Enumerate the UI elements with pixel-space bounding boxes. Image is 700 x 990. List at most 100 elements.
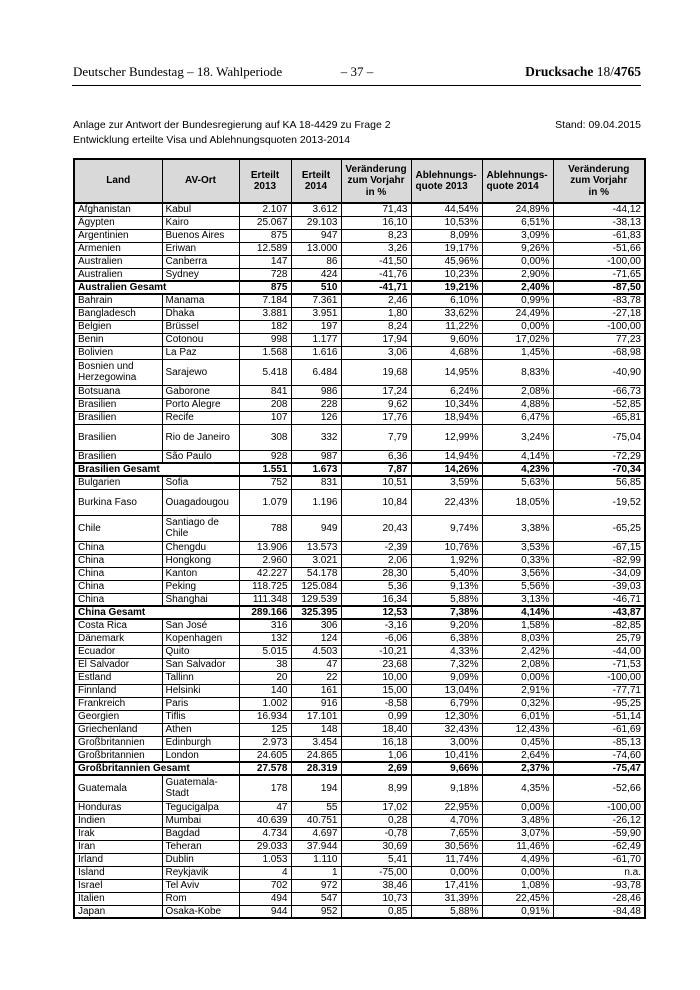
cell-quote-2013: 9,18% [410, 774, 483, 802]
cell-veraenderung-quote: -19,52 [552, 488, 646, 516]
cell-veraenderung-erteilt: 20,43 [340, 514, 412, 542]
cell-erteilt-2013: 1.551 [238, 462, 292, 477]
cell-land: Estland [73, 670, 163, 685]
cell-land: Benin [73, 332, 163, 347]
cell-erteilt-2013: 111.348 [238, 592, 292, 607]
cell-quote-2013: 17,41% [410, 878, 483, 893]
cell-land: China [73, 540, 163, 555]
table-row: Bolivien La Paz 1.568 1.616 3,06 4,68% 1,45% -6… [73, 345, 646, 360]
cell-quote-2014: 18,05% [481, 488, 554, 516]
cell-quote-2014: 24,89% [481, 202, 554, 217]
cell-land: Großbritannien [73, 735, 163, 750]
cell-av-ort: Brüssel [161, 319, 240, 334]
cell-veraenderung-erteilt: 10,00 [340, 670, 412, 685]
cell-quote-2014: 1,45% [481, 345, 554, 360]
table-row: Estland Tallinn 20 22 10,00 9,09% 0,00% -100,00 [73, 670, 646, 685]
cell-av-ort: Athen [161, 722, 240, 737]
table-row: Honduras Tegucigalpa 47 55 17,02 22,95% 0,00% -… [73, 800, 646, 815]
cell-veraenderung-erteilt: 5,36 [340, 579, 412, 594]
cell-quote-2013: 10,41% [410, 748, 483, 763]
cell-veraenderung-quote: -51,14 [552, 709, 646, 724]
table-row: Großbritannien Edinburgh 2.973 3.454 16,18 3,… [73, 735, 646, 750]
cell-av-ort: Mumbai [161, 813, 240, 828]
cell-veraenderung-quote: -71,53 [552, 657, 646, 672]
cell-veraenderung-quote: -71,65 [552, 267, 646, 282]
cell-veraenderung-erteilt: 12,53 [340, 605, 412, 620]
table-row: Island Reykjavik 4 1 -75,00 0,00% 0,00% n.a. [73, 865, 646, 880]
cell-erteilt-2013: 132 [238, 631, 292, 646]
cell-quote-2014: 5,56% [481, 579, 554, 594]
cell-veraenderung-quote: -95,25 [552, 696, 646, 711]
cell-av-ort: Dublin [161, 852, 240, 867]
cell-land: Costa Rica [73, 618, 163, 633]
table-row: Brasilien Porto Alegre 208 228 9,62 10,34% 4,8… [73, 397, 646, 412]
cell-erteilt-2014: 3.951 [290, 306, 342, 321]
table-row: Belgien Brüssel 182 197 8,24 11,22% 0,00% -100,… [73, 319, 646, 334]
cell-veraenderung-quote: -40,90 [552, 358, 646, 386]
cell-quote-2014: 0,00% [481, 800, 554, 815]
table-row: Ecuador Quito 5.015 4.503 -10,21 4,33% 2,42% -4… [73, 644, 646, 659]
cell-quote-2014: 8,83% [481, 358, 554, 386]
cell-quote-2013: 6,38% [410, 631, 483, 646]
cell-quote-2013: 7,38% [410, 605, 483, 620]
cell-veraenderung-quote: -66,73 [552, 384, 646, 399]
cell-quote-2013: 10,76% [410, 540, 483, 555]
cell-veraenderung-erteilt: 2,46 [340, 293, 412, 308]
cell-veraenderung-quote: -62,49 [552, 839, 646, 854]
cell-veraenderung-erteilt: -75,00 [340, 865, 412, 880]
cell-land: Argentinien [73, 228, 163, 243]
cell-erteilt-2014: 24.865 [290, 748, 342, 763]
cell-land: Brasilien [73, 397, 163, 412]
table-row: Argentinien Buenos Aires 875 947 8,23 8,09% 3,… [73, 228, 646, 243]
table-row: Australien Canberra 147 86 -41,50 45,96% 0,00%… [73, 254, 646, 269]
cell-quote-2013: 10,23% [410, 267, 483, 282]
cell-erteilt-2014: 126 [290, 410, 342, 425]
table-row: Israel Tel Aviv 702 972 38,46 17,41% 1,08% -93,… [73, 878, 646, 893]
cell-quote-2013: 12,99% [410, 423, 483, 451]
cell-veraenderung-quote: -82,85 [552, 618, 646, 633]
cell-land: Bosnien und Herzegowina [73, 358, 163, 386]
cell-av-ort: La Paz [161, 345, 240, 360]
cell-land: Indien [73, 813, 163, 828]
col-header-erteilt-2014: Erteilt 2014 [290, 158, 342, 204]
cell-quote-2014: 0,00% [481, 319, 554, 334]
cell-quote-2014: 2,08% [481, 657, 554, 672]
cell-quote-2014: 3,53% [481, 540, 554, 555]
cell-veraenderung-erteilt: 8,24 [340, 319, 412, 334]
cell-veraenderung-erteilt: 10,51 [340, 475, 412, 490]
cell-land: China Gesamt [73, 605, 240, 620]
table-row: China Hongkong 2.960 3.021 2,06 1,92% 0,33% -82… [73, 553, 646, 568]
table-row: Brasilien São Paulo 928 987 6,36 14,94% 4,14% -… [73, 449, 646, 464]
cell-erteilt-2013: 788 [238, 514, 292, 542]
table-row-gesamt: Brasilien Gesamt 1.551 1.673 7,87 14,26% 4,23… [73, 462, 646, 477]
cell-land: Griechenland [73, 722, 163, 737]
table-row-gesamt: Großbritannien Gesamt 27.578 28.319 2,69 9,6… [73, 761, 646, 776]
cell-erteilt-2014: 547 [290, 891, 342, 906]
cell-erteilt-2013: 1.053 [238, 852, 292, 867]
cell-erteilt-2014: 986 [290, 384, 342, 399]
cell-veraenderung-erteilt: 10,84 [340, 488, 412, 516]
cell-quote-2014: 22,45% [481, 891, 554, 906]
cell-quote-2014: 6,51% [481, 215, 554, 230]
cell-veraenderung-erteilt: 1,06 [340, 748, 412, 763]
cell-veraenderung-quote: n.a. [552, 865, 646, 880]
cell-veraenderung-quote: -67,15 [552, 540, 646, 555]
cell-veraenderung-quote: -61,70 [552, 852, 646, 867]
table-row-gesamt: China Gesamt 289.166 325.395 12,53 7,38% 4,14… [73, 605, 646, 620]
cell-veraenderung-quote: -26,12 [552, 813, 646, 828]
cell-av-ort: Sofia [161, 475, 240, 490]
cell-land: Bulgarien [73, 475, 163, 490]
cell-quote-2013: 14,95% [410, 358, 483, 386]
cell-erteilt-2013: 118.725 [238, 579, 292, 594]
drucksache-number: 4765 [614, 64, 641, 79]
visa-statistics-table: Land AV-Ort Erteilt 2013 Erteilt 2014 Ve… [73, 158, 646, 919]
cell-veraenderung-quote: 25,79 [552, 631, 646, 646]
cell-land: Afghanistan [73, 202, 163, 217]
cell-quote-2013: 14,94% [410, 449, 483, 464]
cell-quote-2014: 3,38% [481, 514, 554, 542]
cell-veraenderung-quote: -93,78 [552, 878, 646, 893]
cell-land: Georgien [73, 709, 163, 724]
table-row: Armenien Eriwan 12.589 13.000 3,26 19,17% 9,26… [73, 241, 646, 256]
cell-veraenderung-quote: -70,34 [552, 462, 646, 477]
cell-quote-2013: 7,32% [410, 657, 483, 672]
